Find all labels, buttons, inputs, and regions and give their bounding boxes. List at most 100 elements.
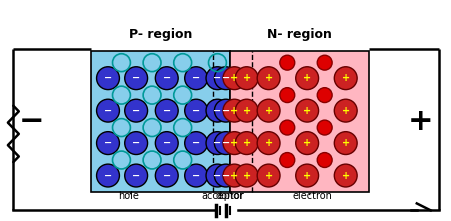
Circle shape — [295, 99, 318, 122]
Circle shape — [184, 99, 207, 122]
Circle shape — [334, 164, 356, 187]
Circle shape — [124, 132, 147, 154]
Text: +: + — [341, 106, 349, 116]
Text: +: + — [407, 107, 433, 136]
Circle shape — [317, 88, 331, 103]
Text: −: − — [221, 171, 230, 181]
Text: −: − — [213, 73, 221, 83]
Circle shape — [279, 152, 294, 168]
Text: −: − — [221, 73, 230, 83]
Text: +: + — [242, 73, 250, 83]
Text: +: + — [303, 138, 311, 148]
Circle shape — [97, 132, 119, 154]
Text: +: + — [230, 138, 238, 148]
Circle shape — [184, 67, 207, 90]
Circle shape — [184, 164, 207, 187]
Text: −: − — [192, 171, 200, 181]
Text: +: + — [230, 106, 238, 116]
Bar — [91, 51, 230, 192]
Circle shape — [155, 67, 178, 90]
Circle shape — [222, 99, 245, 122]
Circle shape — [317, 152, 331, 168]
Circle shape — [317, 120, 331, 135]
Text: +: + — [242, 171, 250, 181]
Text: P- region: P- region — [129, 29, 192, 41]
Circle shape — [295, 164, 318, 187]
Circle shape — [235, 132, 258, 154]
Circle shape — [97, 99, 119, 122]
Text: −: − — [221, 138, 230, 148]
Text: −: − — [221, 106, 230, 116]
Text: +: + — [264, 171, 272, 181]
Circle shape — [214, 132, 237, 154]
Circle shape — [124, 99, 147, 122]
Circle shape — [279, 55, 294, 70]
Circle shape — [222, 67, 245, 90]
Text: +: + — [242, 106, 250, 116]
Text: −: − — [132, 73, 140, 83]
Text: +: + — [341, 73, 349, 83]
Circle shape — [184, 132, 207, 154]
Circle shape — [97, 67, 119, 90]
Circle shape — [124, 164, 147, 187]
Text: −: − — [104, 73, 112, 83]
Text: −: − — [162, 106, 170, 116]
Text: hole: hole — [118, 191, 138, 201]
Text: −: − — [104, 138, 112, 148]
Text: +: + — [303, 171, 311, 181]
Text: acceptor: acceptor — [201, 191, 243, 201]
Circle shape — [97, 164, 119, 187]
Circle shape — [279, 120, 294, 135]
Circle shape — [257, 99, 280, 122]
Circle shape — [257, 67, 280, 90]
Circle shape — [279, 88, 294, 103]
Text: +: + — [341, 138, 349, 148]
Text: +: + — [264, 138, 272, 148]
Circle shape — [124, 67, 147, 90]
Text: +: + — [264, 73, 272, 83]
Circle shape — [214, 99, 237, 122]
Text: −: − — [192, 106, 200, 116]
Text: −: − — [18, 107, 44, 136]
Circle shape — [334, 132, 356, 154]
Circle shape — [235, 99, 258, 122]
Text: +: + — [230, 171, 238, 181]
Circle shape — [235, 67, 258, 90]
Text: +: + — [303, 106, 311, 116]
Circle shape — [295, 67, 318, 90]
Bar — [230, 51, 368, 192]
Text: −: − — [213, 138, 221, 148]
Text: +: + — [230, 73, 238, 83]
Text: −: − — [132, 106, 140, 116]
Text: +: + — [341, 171, 349, 181]
Text: −: − — [132, 138, 140, 148]
Circle shape — [317, 55, 331, 70]
Circle shape — [206, 164, 228, 187]
Circle shape — [222, 132, 245, 154]
Text: N- region: N- region — [267, 29, 331, 41]
Circle shape — [206, 67, 228, 90]
Text: −: − — [162, 171, 170, 181]
Circle shape — [155, 164, 178, 187]
Circle shape — [214, 164, 237, 187]
Circle shape — [334, 67, 356, 90]
Circle shape — [206, 99, 228, 122]
Circle shape — [155, 132, 178, 154]
Circle shape — [334, 99, 356, 122]
Text: −: − — [213, 171, 221, 181]
Text: −: − — [162, 138, 170, 148]
Text: −: − — [132, 171, 140, 181]
Circle shape — [295, 132, 318, 154]
Circle shape — [206, 132, 228, 154]
Text: −: − — [213, 106, 221, 116]
Text: donor: donor — [215, 191, 243, 201]
Circle shape — [214, 67, 237, 90]
Text: −: − — [192, 73, 200, 83]
Text: +: + — [303, 73, 311, 83]
Circle shape — [222, 164, 245, 187]
Text: −: − — [192, 138, 200, 148]
Text: electron: electron — [291, 191, 331, 201]
Text: −: − — [104, 106, 112, 116]
Text: −: − — [104, 171, 112, 181]
Circle shape — [155, 99, 178, 122]
